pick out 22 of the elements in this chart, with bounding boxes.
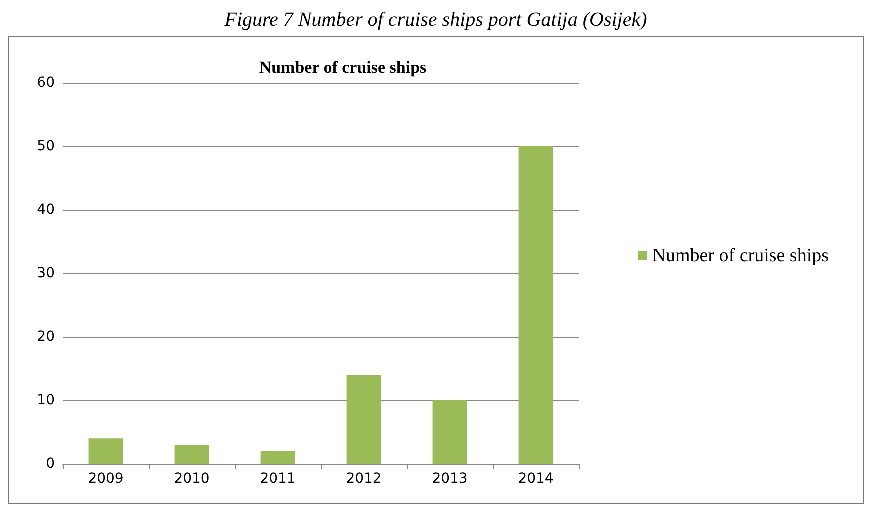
bar [88, 438, 124, 464]
x-tick-label: 2012 [346, 471, 382, 487]
x-tick-label: 2014 [518, 471, 554, 487]
y-tick-label: 40 [37, 202, 55, 218]
legend-label: Number of cruise ships [652, 246, 830, 266]
caption: Figure 7 Number of cruise ships port Gatija (Osijek) [224, 9, 648, 31]
chart-title: Number of cruise ships [259, 58, 428, 77]
y-tick-label: 50 [37, 138, 55, 154]
bar [260, 451, 296, 464]
y-tick-label: 60 [37, 75, 55, 91]
y-tick-label: 20 [37, 329, 55, 345]
x-tick-label: 2011 [260, 471, 296, 487]
y-tick-label: 10 [37, 392, 55, 408]
bar [346, 375, 382, 464]
bar [174, 444, 210, 464]
bar [518, 146, 554, 464]
y-tick-label: 30 [37, 266, 55, 282]
x-tick-label: 2010 [174, 471, 210, 487]
bar [432, 400, 468, 464]
x-tick-label: 2013 [432, 471, 468, 487]
x-tick-label: 2009 [88, 471, 124, 487]
y-tick-label: 0 [46, 456, 55, 472]
